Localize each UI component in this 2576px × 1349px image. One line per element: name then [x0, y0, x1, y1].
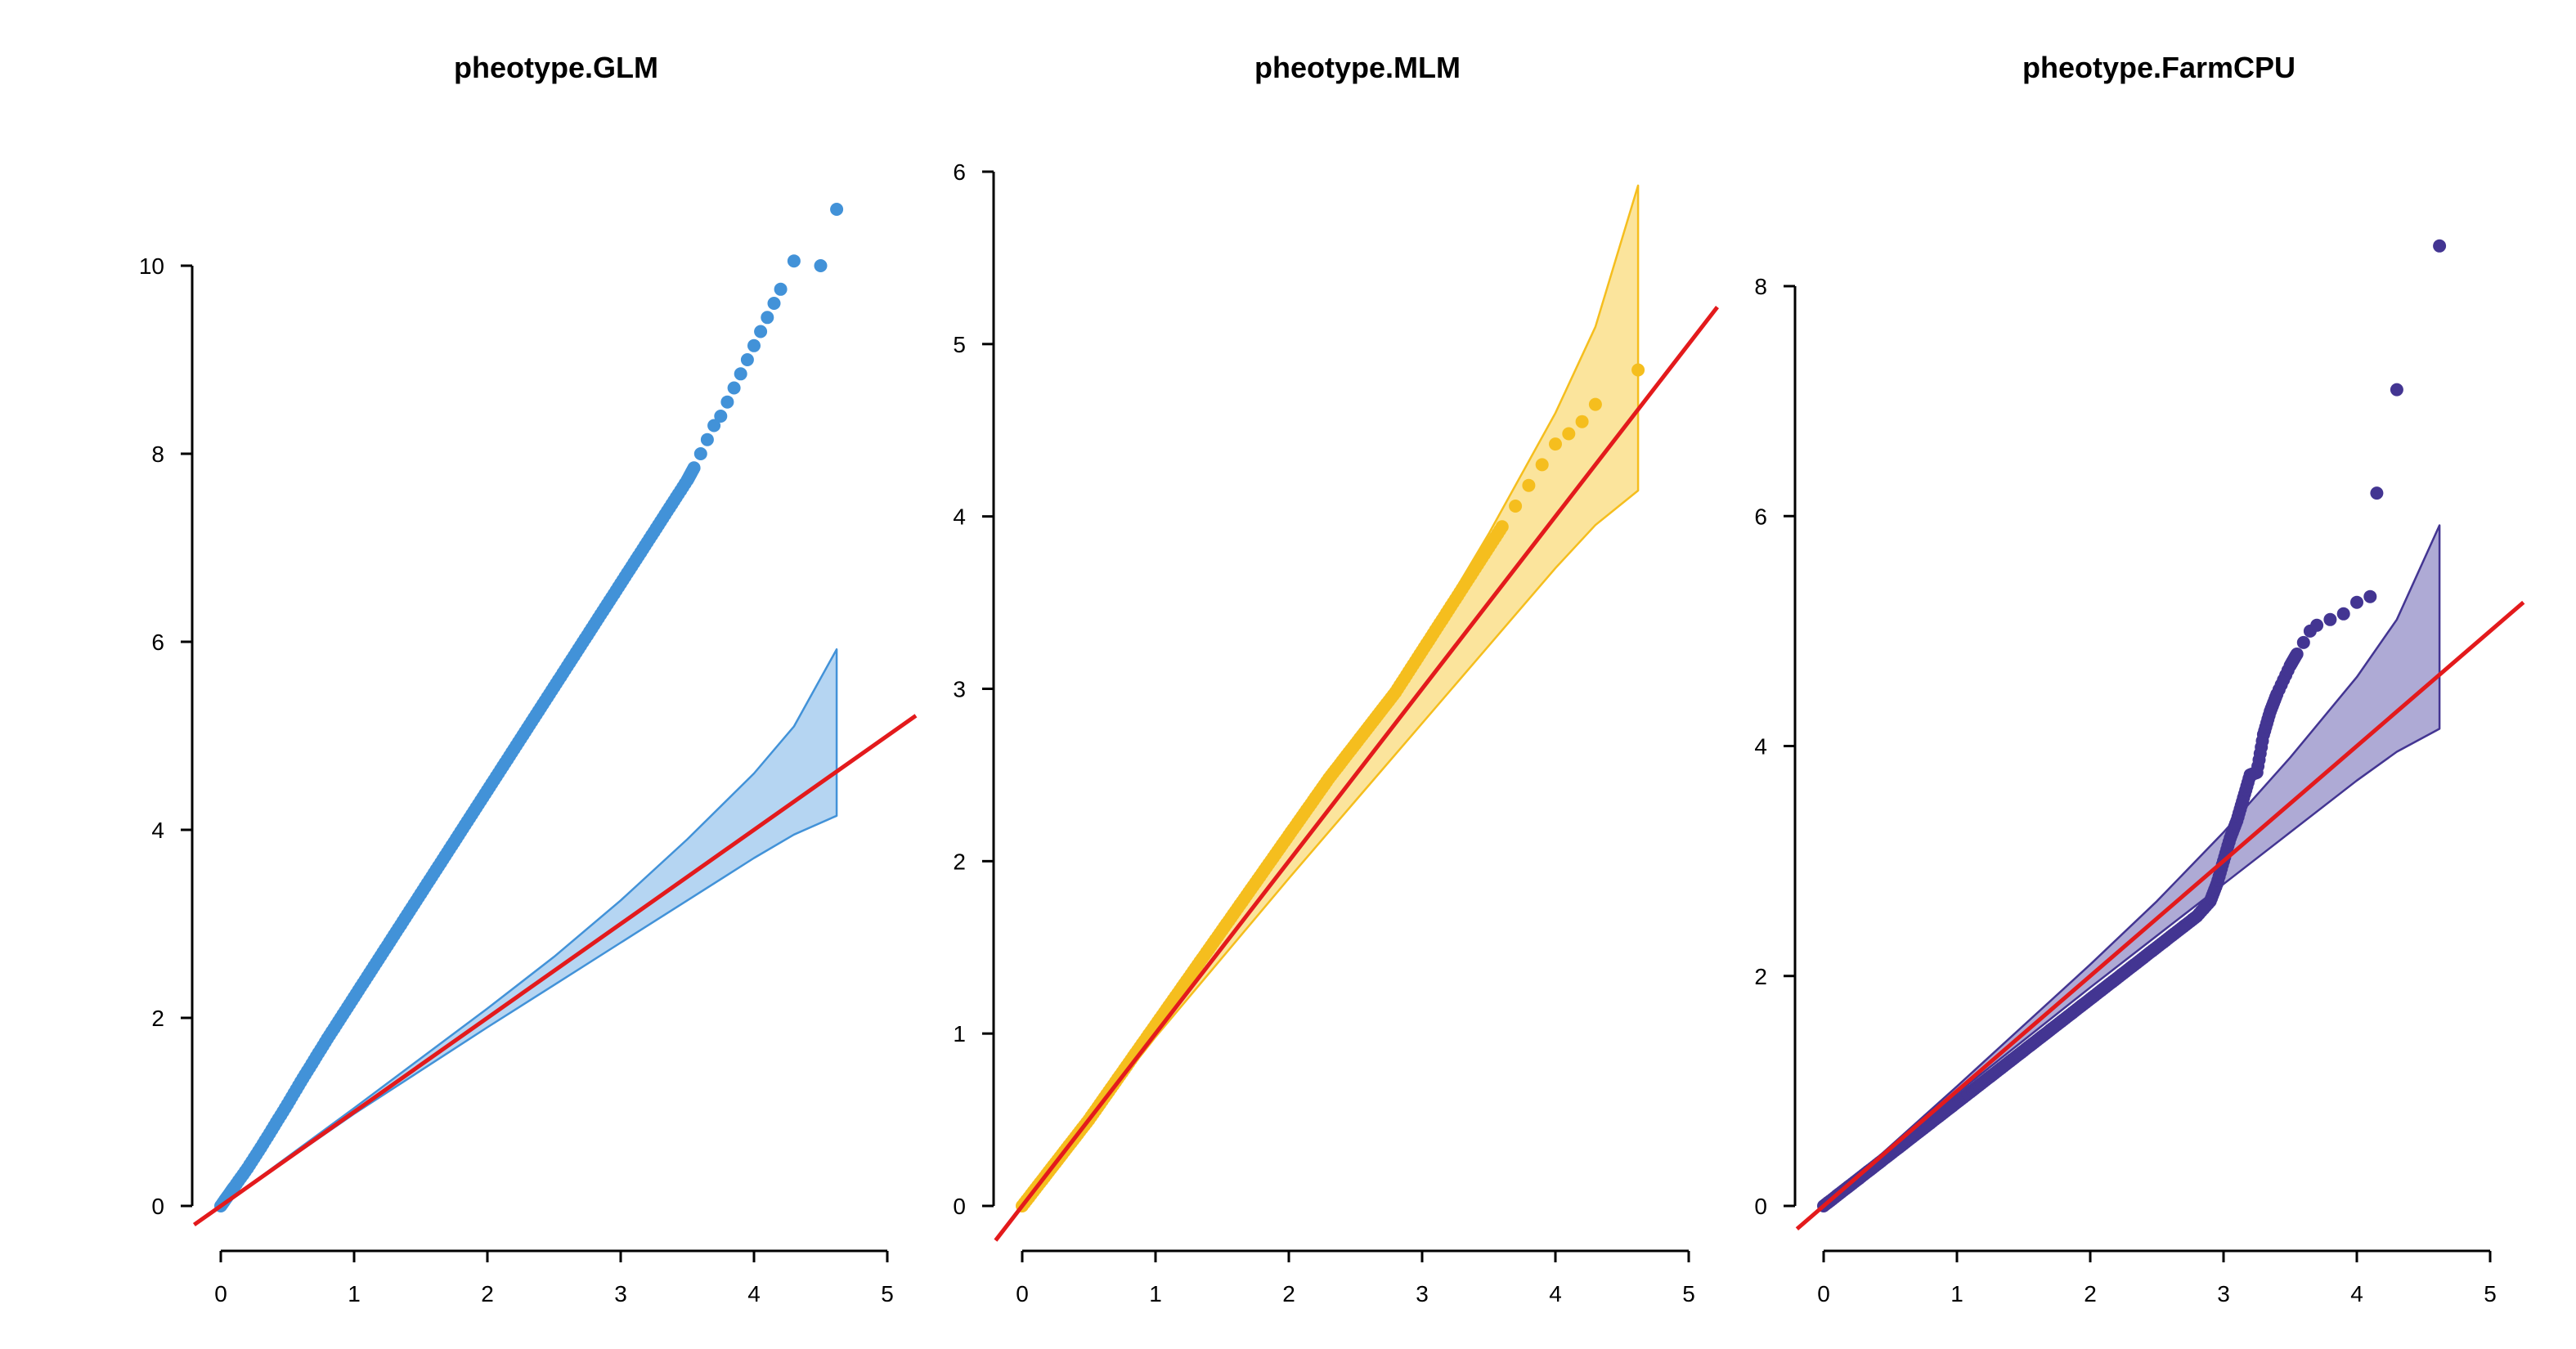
reference-line [192, 714, 918, 1227]
qq-panel-mlm: pheotype.MLM 0 1 2 3 4 5 0 1 2 3 4 5 6 [953, 51, 1719, 1306]
data-point [830, 203, 844, 216]
y-tick-label: 4 [953, 504, 966, 530]
y-tick-label: 6 [953, 159, 966, 185]
x-tick-label: 0 [1016, 1281, 1029, 1306]
x-tick-label: 3 [614, 1281, 627, 1306]
y-tick-label: 0 [1754, 1194, 1767, 1219]
qq-panel-farmcpu: pheotype.FarmCPU 0 1 2 3 4 5 0 2 4 6 8 [1754, 51, 2525, 1306]
data-point [1549, 437, 1562, 451]
data-point [2255, 734, 2269, 748]
data-point [700, 432, 714, 446]
confidence-band [219, 648, 838, 1208]
x-tick-label: 1 [348, 1281, 361, 1306]
y-tick-label: 0 [953, 1194, 966, 1219]
x-tick-label: 1 [1950, 1281, 1963, 1306]
data-point [1493, 523, 1507, 537]
data-point [2296, 635, 2310, 649]
data-point [1562, 427, 1576, 441]
x-tick-label: 5 [881, 1281, 894, 1306]
data-point [767, 297, 781, 310]
reference-line [994, 306, 1719, 1242]
data-point [2433, 239, 2447, 253]
chart-title: pheotype.FarmCPU [2022, 51, 2296, 84]
x-tick-label: 0 [214, 1281, 227, 1306]
y-tick-label: 8 [151, 441, 164, 467]
x-tick-label: 5 [2484, 1281, 2497, 1306]
data-point [2323, 612, 2337, 626]
y-tick-label: 4 [151, 818, 164, 843]
x-tick-label: 5 [1682, 1281, 1695, 1306]
x-tick-label: 0 [1817, 1281, 1830, 1306]
y-tick-label: 2 [151, 1006, 164, 1031]
data-point [814, 259, 828, 272]
data-point [2390, 383, 2403, 397]
data-point [686, 463, 700, 477]
data-point [1575, 415, 1589, 428]
data-point [707, 419, 721, 432]
y-tick-label: 2 [1754, 964, 1767, 989]
data-point [1631, 363, 1645, 377]
y-tick-label: 5 [953, 332, 966, 357]
x-tick-label: 2 [481, 1281, 494, 1306]
data-point [1588, 397, 1602, 411]
qq-panel-glm: pheotype.GLM 0 1 2 3 4 5 0 2 4 6 8 10 [139, 51, 918, 1306]
chart-title: pheotype.MLM [1254, 51, 1461, 84]
data-point [2370, 486, 2384, 500]
data-point [2336, 607, 2350, 621]
data-point [693, 447, 707, 460]
data-point [2310, 618, 2324, 632]
x-tick-label: 4 [2350, 1281, 2363, 1306]
chart-title: pheotype.GLM [454, 51, 658, 84]
data-point [2289, 649, 2303, 663]
data-point [1522, 478, 1536, 492]
x-tick-label: 2 [2084, 1281, 2097, 1306]
x-tick-label: 4 [1549, 1281, 1562, 1306]
data-point [774, 282, 788, 296]
data-point [787, 254, 801, 268]
data-point [727, 381, 741, 395]
x-tick-label: 1 [1149, 1281, 1162, 1306]
y-tick-label: 4 [1754, 734, 1767, 760]
data-point [740, 353, 754, 366]
y-tick-label: 6 [151, 630, 164, 655]
data-point [734, 367, 747, 381]
data-point [1535, 458, 1549, 472]
data-point [2363, 589, 2377, 603]
y-tick-label: 0 [151, 1194, 164, 1219]
confidence-band [1021, 184, 1640, 1208]
x-tick-label: 3 [1416, 1281, 1429, 1306]
y-tick-label: 8 [1754, 274, 1767, 299]
y-tick-label: 1 [953, 1021, 966, 1046]
confidence-band [1822, 524, 2441, 1208]
x-tick-label: 2 [1282, 1281, 1295, 1306]
data-point [720, 395, 734, 409]
data-point [1509, 500, 1523, 513]
x-tick-label: 4 [747, 1281, 761, 1306]
data-point [761, 311, 774, 325]
data-point [754, 325, 768, 338]
x-tick-label: 3 [2217, 1281, 2230, 1306]
data-point [2350, 595, 2363, 609]
y-tick-label: 2 [953, 849, 966, 874]
data-point [747, 338, 761, 352]
data-point [714, 410, 728, 423]
y-tick-label: 3 [953, 677, 966, 702]
y-tick-label: 10 [139, 253, 164, 279]
reference-line [1795, 600, 2525, 1231]
y-tick-label: 6 [1754, 504, 1767, 529]
